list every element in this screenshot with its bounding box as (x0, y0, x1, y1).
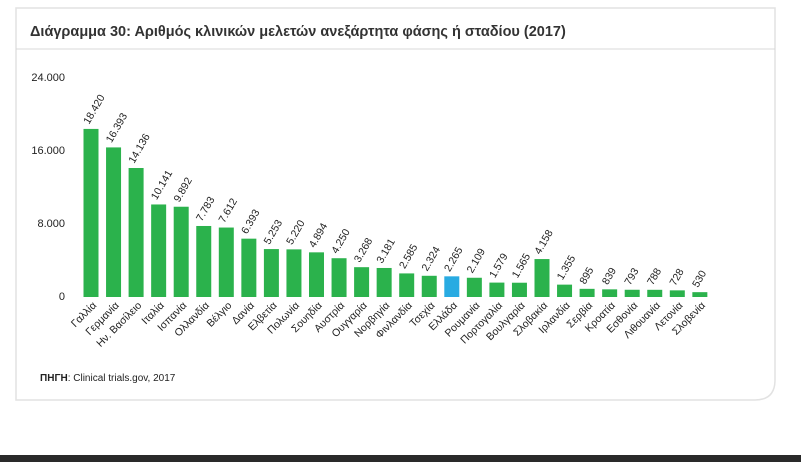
y-tick-label: 0 (59, 291, 65, 303)
bar (263, 249, 279, 297)
bar (218, 227, 234, 297)
bar (647, 289, 663, 297)
bar (106, 147, 122, 297)
bar (128, 168, 144, 297)
bar (669, 290, 685, 297)
y-tick-label: 16.000 (31, 145, 65, 157)
bar (354, 267, 370, 297)
chart-title: Διάγραμμα 30: Αριθμός κλινικών μελετών α… (30, 24, 566, 40)
source-text: : Clinical trials.gov, 2017 (68, 373, 176, 384)
bar (399, 273, 415, 297)
bar (579, 288, 595, 297)
source-label: ΠΗΓΗ (40, 373, 68, 384)
bar (692, 292, 708, 297)
bar (511, 282, 527, 297)
bar (331, 258, 347, 297)
bar (309, 252, 324, 297)
bar (534, 259, 550, 297)
bar (489, 282, 505, 297)
bar (151, 204, 167, 297)
source: ΠΗΓΗ: Clinical trials.gov, 2017 (40, 373, 176, 384)
panel (15, 7, 776, 401)
bar (196, 225, 212, 297)
bar (444, 276, 460, 297)
bar (624, 289, 640, 297)
bar (557, 284, 573, 297)
bottom-strip (0, 455, 801, 462)
bar (83, 128, 99, 297)
bar (286, 249, 302, 297)
bar (173, 206, 189, 297)
bar (466, 277, 482, 297)
bar (421, 275, 437, 297)
bar (602, 289, 618, 297)
y-tick-label: 8.000 (37, 218, 65, 230)
y-tick-label: 24.000 (31, 72, 65, 84)
bar (376, 267, 392, 297)
bar (241, 238, 257, 297)
